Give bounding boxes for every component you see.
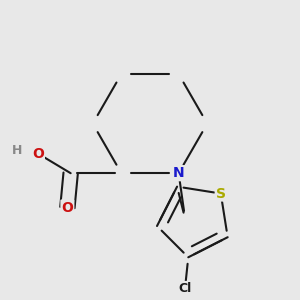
Text: S: S [216, 187, 226, 200]
Text: O: O [32, 147, 44, 160]
Text: N: N [173, 166, 184, 180]
Text: O: O [61, 200, 73, 214]
Text: H: H [11, 144, 22, 157]
Text: Cl: Cl [178, 282, 192, 295]
